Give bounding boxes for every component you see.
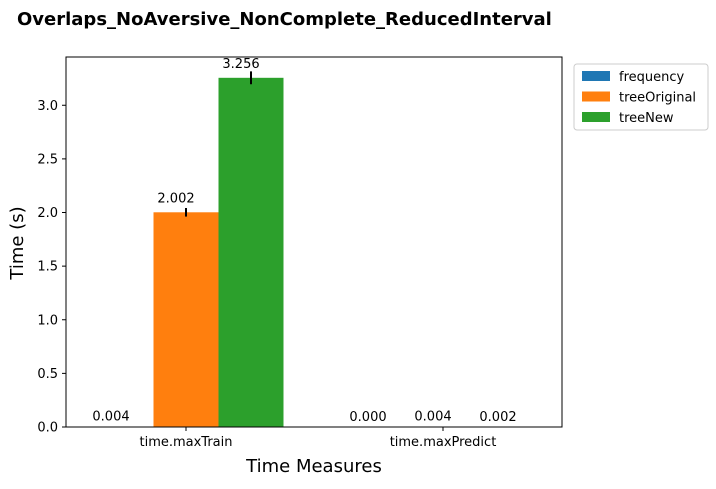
x-axis-label: Time Measures (245, 456, 382, 477)
data-label-treeOriginal-time.maxTrain: 2.002 (157, 191, 194, 206)
legend-swatch-treeNew (582, 112, 610, 122)
legend-label-treeNew: treeNew (619, 111, 674, 126)
data-label-treeNew-time.maxTrain: 3.256 (222, 57, 259, 72)
y-tick-label: 0.0 (37, 421, 58, 436)
y-tick-label: 2.0 (37, 206, 58, 221)
chart-title: Overlaps_NoAversive_NonComplete_ReducedI… (17, 9, 552, 30)
y-tick-label: 1.0 (37, 313, 58, 328)
legend-swatch-frequency (582, 71, 610, 81)
legend-label-frequency: frequency (619, 70, 685, 85)
data-label-treeNew-time.maxPredict: 0.002 (479, 410, 516, 425)
data-label-treeOriginal-time.maxPredict: 0.004 (414, 410, 451, 425)
bar-treeOriginal-time.maxTrain (154, 212, 219, 427)
legend-swatch-treeOriginal (582, 92, 610, 102)
y-tick-label: 3.0 (37, 99, 58, 114)
y-tick-label: 1.5 (37, 260, 58, 275)
plot-area: 0.004 0.000 2.002 0.004 3.256 0.002 0.0 0.5 1.0 1… (37, 57, 562, 450)
data-label-frequency-time.maxTrain: 0.004 (92, 410, 129, 425)
data-label-frequency-time.maxPredict: 0.000 (349, 410, 386, 425)
y-tick-label: 0.5 (37, 367, 58, 382)
axes-frame (66, 57, 562, 427)
y-axis-label: Time (s) (7, 206, 28, 280)
x-tick-label: time.maxPredict (390, 435, 497, 450)
bar-treeNew-time.maxTrain (219, 78, 284, 427)
x-tick-label: time.maxTrain (139, 435, 232, 450)
legend-label-treeOriginal: treeOriginal (619, 91, 696, 106)
legend: frequency treeOriginal treeNew (574, 64, 708, 130)
y-tick-label: 2.5 (37, 152, 58, 167)
